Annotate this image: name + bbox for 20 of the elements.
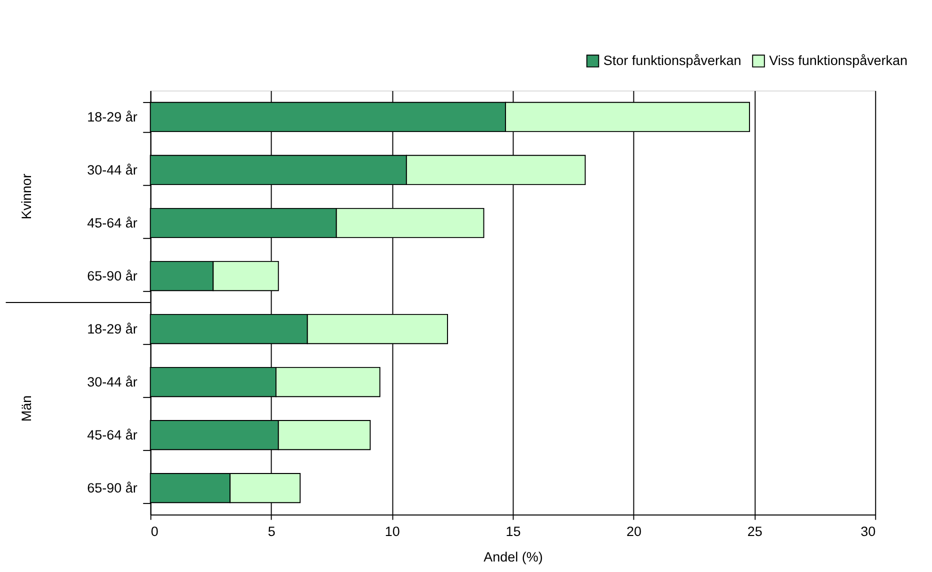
y-tick-label: 45-64 år (87, 427, 138, 442)
x-axis-title: Andel (%) (484, 549, 543, 564)
text: Kvinnor (18, 173, 34, 220)
y-tick-label: 30-44 år (87, 374, 138, 390)
legend-label: Viss funktionspåverkan (769, 52, 908, 68)
legend-label: Stor funktionspåverkan (603, 52, 742, 68)
x-tick-label: 15 (506, 524, 521, 540)
y-tick-label: 18-29 år (87, 321, 138, 336)
text: Män (18, 395, 34, 422)
x-tick-label: 20 (626, 524, 642, 540)
y-tick-label: 65-90 år (87, 480, 138, 496)
y-tick-label: 18-29 år (87, 109, 138, 124)
x-tick-label: 10 (384, 524, 400, 540)
x-tick-label: 30 (860, 524, 876, 540)
y-tick-label: 30-44 år (87, 162, 138, 178)
x-tick-label: 25 (747, 524, 762, 540)
y-tick-label: 45-64 år (87, 215, 138, 230)
x-tick-label: 5 (268, 524, 276, 540)
y-tick-label: 65-90 år (87, 268, 138, 284)
x-tick-label: 0 (150, 524, 158, 540)
